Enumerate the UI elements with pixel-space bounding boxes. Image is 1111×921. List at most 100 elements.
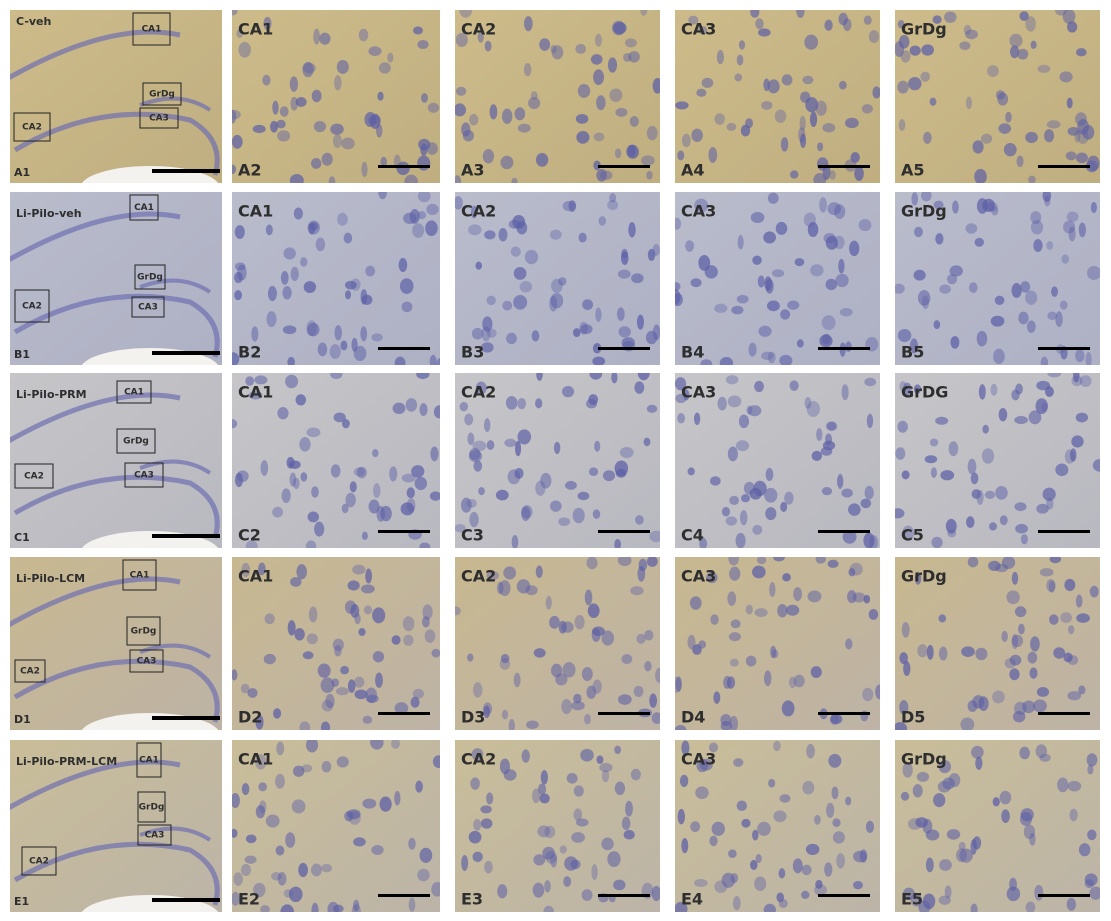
cell [517,123,531,133]
cell [916,771,930,782]
cell [508,719,515,730]
cell [779,354,793,365]
cell [601,837,614,851]
cell [785,604,800,616]
cell [536,373,543,381]
cell [234,290,243,301]
cell [1033,238,1043,253]
cell [1057,777,1069,793]
cell [681,838,689,854]
cell [576,818,589,827]
cell [289,76,299,92]
cell [471,748,484,761]
cell [379,796,392,812]
cell [714,113,726,125]
cell [293,207,303,220]
cell [279,106,289,117]
cell [1028,175,1036,183]
cell [1092,459,1100,472]
cell [417,192,431,203]
cell [908,77,922,91]
cell [945,518,957,534]
cell [898,119,906,131]
cell [736,294,749,304]
panel: CA3 B4 [675,192,880,365]
cell [320,677,335,693]
cell [646,404,658,413]
cell [864,485,874,500]
cell [875,684,880,700]
cell [288,886,303,903]
panel-bg [455,373,660,548]
cell [307,511,320,523]
cell [698,640,707,649]
region-box [14,659,46,683]
panel-bg [232,740,440,912]
cell [796,10,805,19]
cell [360,326,368,342]
panel-label: E4 [681,890,703,909]
cell [505,396,518,410]
cell [845,341,852,353]
cell [849,240,860,257]
cell [580,324,593,335]
cell [1067,126,1080,136]
region-box-label: GrDg [149,90,175,100]
panel: CA2 E3 [455,740,660,912]
cell [290,96,298,111]
cell [478,487,485,496]
cell [308,606,318,623]
cell [396,161,410,176]
cell [628,221,636,238]
cell [486,792,494,805]
cell [332,133,342,148]
cell [687,634,696,650]
cell [347,679,356,693]
cell [468,830,482,844]
cell [796,339,804,348]
scale-bar [818,712,870,715]
cell [944,11,957,23]
cell [354,689,368,700]
cell [971,745,984,759]
cell [290,266,299,282]
cell [955,848,967,863]
cell [300,472,308,482]
cell [263,16,272,31]
cell [581,666,593,682]
cell [826,421,836,431]
cell [486,295,496,306]
cell [765,507,777,521]
panel-bg [10,10,222,183]
cell [1029,667,1038,679]
cell [788,676,797,688]
cell [432,755,440,769]
cell [925,857,934,873]
cell [946,273,958,285]
panel-bg [10,192,222,365]
region-label: GrDG [901,383,948,402]
cell [615,468,627,478]
cell [755,18,764,30]
cell [1030,40,1037,49]
cell [831,786,839,800]
cell [562,662,576,678]
cell [752,255,762,265]
cell [727,395,742,408]
cell [752,565,766,579]
cell [807,590,822,603]
cell [1051,286,1058,297]
cell [781,74,793,86]
cell [430,446,439,462]
cell [734,73,743,82]
cell [1066,21,1078,33]
cell [330,464,341,478]
cell [404,174,418,183]
cell [735,440,750,452]
cell [690,821,701,833]
cell [511,535,519,548]
cell [455,103,467,117]
cell [735,532,746,548]
cell [932,15,942,24]
cell [245,376,255,386]
